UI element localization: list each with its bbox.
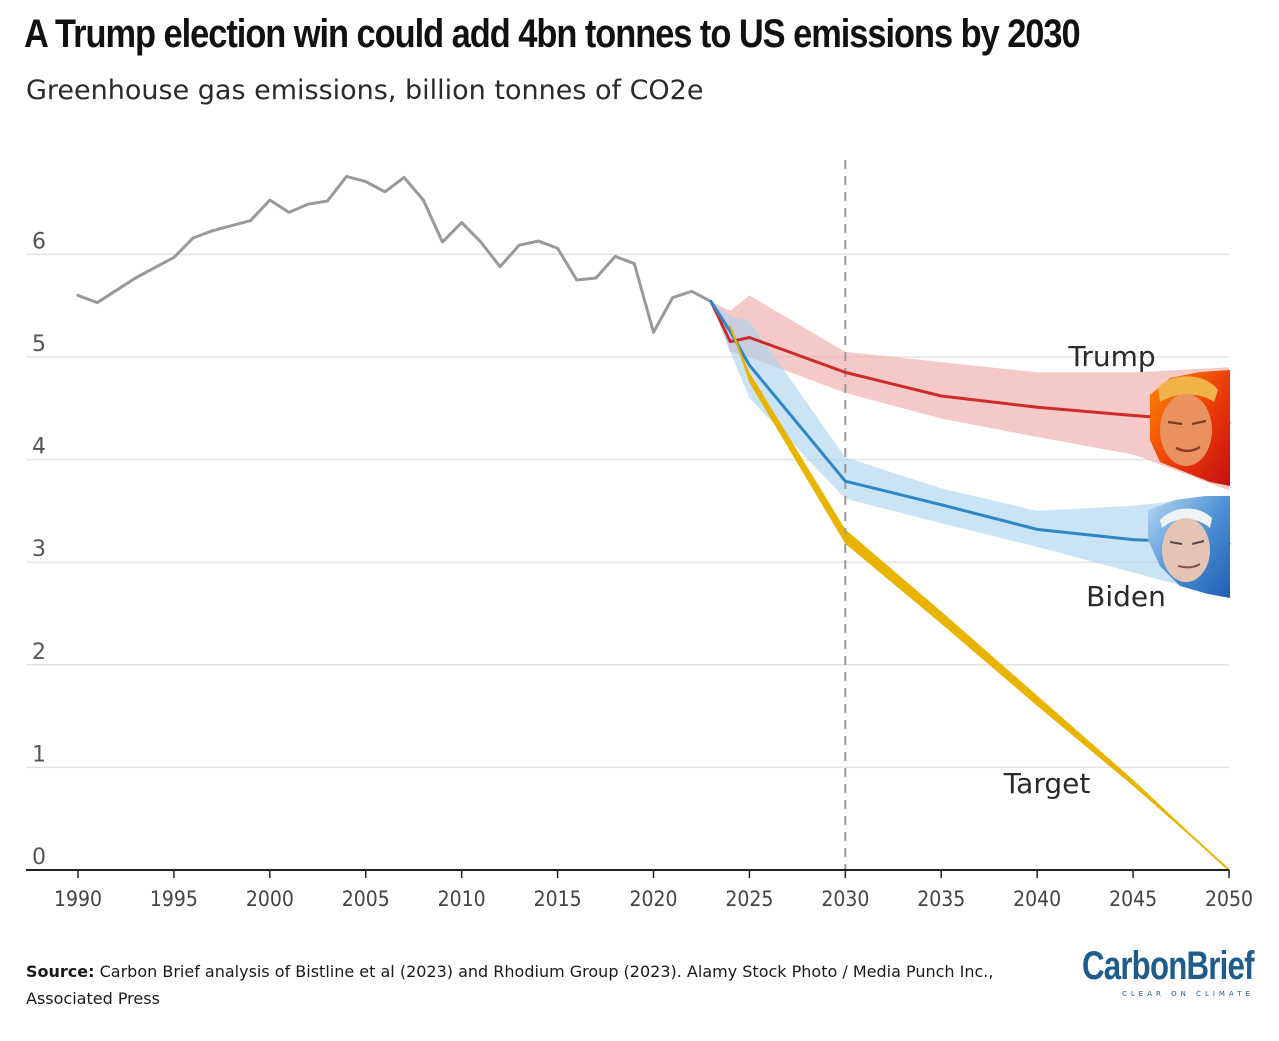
target-line [729, 325, 1230, 871]
biden-photo [1148, 496, 1230, 598]
x-tick-label-2000: 2000 [246, 887, 294, 911]
y-tick-label-6: 6 [32, 229, 46, 254]
x-tick-label-1995: 1995 [150, 887, 198, 911]
x-tick-label-2045: 2045 [1109, 887, 1157, 911]
y-axis: 0 1 2 3 4 5 6 [32, 229, 46, 870]
source-label: Source: [26, 962, 95, 981]
series-label-biden: Biden [1086, 580, 1166, 613]
x-tick-label-2035: 2035 [917, 887, 965, 911]
gridlines [26, 253, 1229, 769]
historical-line [76, 174, 713, 334]
carbonbrief-logo: CarbonBrief CLEAR ON CLIMATE [1082, 944, 1268, 998]
y-tick-label-4: 4 [32, 435, 46, 460]
x-tick-label-2005: 2005 [342, 887, 390, 911]
uncertainty-bands [711, 295, 1229, 871]
source-note: Source: Carbon Brief analysis of Bistlin… [26, 958, 1036, 1012]
x-tick-label-1990: 1990 [54, 887, 102, 911]
chart-subtitle: Greenhouse gas emissions, billion tonnes… [26, 75, 704, 106]
logo-wordmark: CarbonBrief [1082, 944, 1254, 988]
biden-band [711, 301, 1229, 599]
x-tick-label-2030: 2030 [821, 887, 869, 911]
trump-photo [1150, 370, 1230, 486]
y-tick-label-5: 5 [32, 332, 46, 357]
x-tick-label-2020: 2020 [630, 887, 678, 911]
source-text: Carbon Brief analysis of Bistline et al … [26, 962, 994, 1008]
x-axis: 1990 1995 2000 2005 2010 2015 2020 2025 2030 2035… [26, 869, 1253, 911]
series-labels: Trump Biden Target [1003, 340, 1166, 800]
candidate-photos [1148, 370, 1230, 598]
trump-band [711, 295, 1229, 491]
y-tick-label-3: 3 [32, 537, 46, 562]
trump-line [709, 300, 1231, 425]
chart-title: A Trump election win could add 4bn tonne… [24, 12, 1081, 56]
series-label-trump: Trump [1067, 340, 1155, 373]
logo-tagline: CLEAR ON CLIMATE [1122, 990, 1254, 998]
x-tick-label-2010: 2010 [438, 887, 486, 911]
x-tick-label-2015: 2015 [534, 887, 582, 911]
x-tick-label-2050: 2050 [1205, 887, 1253, 911]
y-tick-label-2: 2 [32, 640, 46, 665]
series-label-target: Target [1003, 767, 1091, 800]
x-tick-label-2025: 2025 [725, 887, 773, 911]
series-lines [76, 174, 1231, 871]
y-tick-label-1: 1 [32, 742, 46, 767]
y-tick-label-0: 0 [32, 845, 46, 870]
x-tick-label-2040: 2040 [1013, 887, 1061, 911]
